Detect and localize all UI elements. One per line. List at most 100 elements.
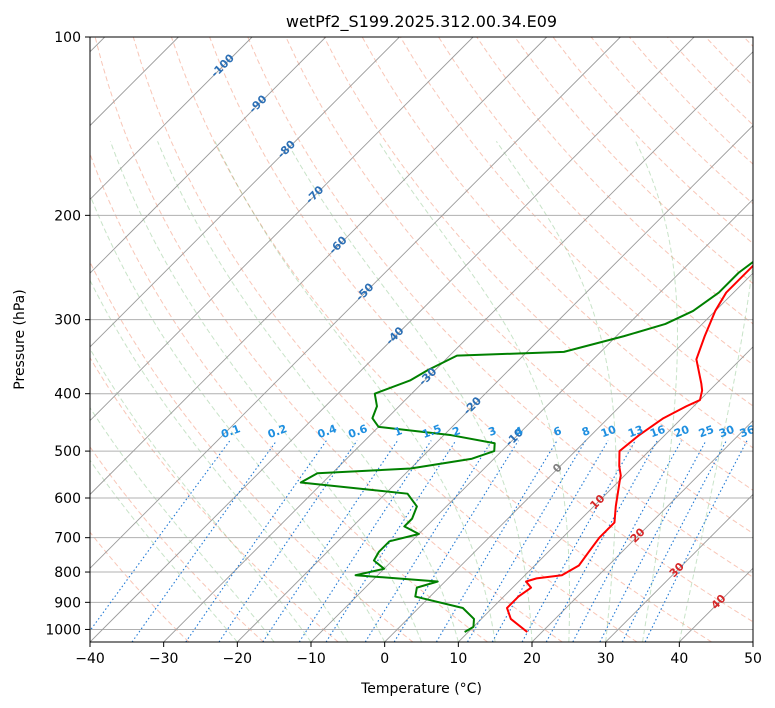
y-axis-title: Pressure (hPa) <box>12 289 28 389</box>
x-tick-label: 0 <box>380 651 389 667</box>
plot-frame <box>89 36 754 643</box>
y-tick-label: 900 <box>54 595 81 611</box>
y-tick-label: 100 <box>54 30 81 46</box>
moist-adiabat-line <box>377 141 571 642</box>
x-axis-ticks: −40 −30 −20 −10 0 10 20 30 40 50 <box>75 642 762 667</box>
isotherm-line <box>90 37 548 496</box>
grid-lines <box>90 37 753 630</box>
isotherm-line <box>163 51 753 642</box>
mixing-ratio-line <box>185 440 327 642</box>
mixing-ratio-lines <box>90 440 748 642</box>
mixing-ratio-line <box>572 440 682 642</box>
isotherm-line <box>90 37 474 422</box>
mixing-ratio-label: 0.1 <box>219 422 242 441</box>
y-tick-label: 200 <box>54 208 81 224</box>
isotherm-line <box>90 37 400 348</box>
mixing-ratio-label: 8 <box>580 424 592 439</box>
mixing-ratio-line <box>298 440 432 642</box>
mixing-ratio-line <box>325 440 457 642</box>
isotherm-label: 0 <box>550 461 565 476</box>
x-tick-label: 20 <box>523 651 541 667</box>
dry-adiabat-line <box>132 37 638 642</box>
dry-adiabat-line <box>323 37 753 491</box>
mixing-ratio-labels: 0.1 0.2 0.4 0.6 1 1.5 2 3 4 6 8 10 13 16 20 25 30 36 <box>219 422 757 441</box>
isotherm-label: -60 <box>326 233 349 256</box>
isotherm-label: -100 <box>208 51 237 80</box>
isotherm-line <box>458 346 753 642</box>
mixing-ratio-label: 30 <box>717 423 736 441</box>
isotherm-label: -70 <box>303 183 326 206</box>
mixing-ratio-line <box>90 440 231 632</box>
mixing-ratio-line <box>131 440 278 642</box>
x-tick-label: 30 <box>597 651 615 667</box>
mixing-ratio-label: 0.2 <box>266 422 289 441</box>
isotherm-label: -50 <box>353 280 376 303</box>
x-tick-label: 50 <box>744 651 762 667</box>
moist-adiabat-line <box>214 141 496 642</box>
isotherm-line <box>237 124 753 642</box>
isotherm-label: -30 <box>416 365 439 388</box>
mixing-ratio-label: 16 <box>648 423 667 441</box>
dry-adiabat-line <box>94 37 563 642</box>
isotherm-line <box>384 272 753 642</box>
x-tick-label: −10 <box>296 651 326 667</box>
chart-title: wetPf2_S199.2025.312.00.34.E09 <box>286 12 557 32</box>
mixing-ratio-label: 20 <box>672 423 691 441</box>
mixing-ratio-line <box>467 440 586 642</box>
y-tick-label: 500 <box>54 444 81 460</box>
mixing-ratio-label: 25 <box>697 423 716 440</box>
moist-adiabat-line <box>90 193 386 642</box>
isotherm-label: -90 <box>246 92 269 115</box>
x-tick-label: 40 <box>670 651 688 667</box>
mixing-ratio-label: 36 <box>738 423 757 441</box>
dry-adiabat-line <box>667 37 753 126</box>
mixing-ratio-line <box>545 440 658 642</box>
mixing-ratio-line <box>435 440 558 642</box>
mixing-ratio-label: 13 <box>626 423 645 440</box>
isotherm-label: 20 <box>628 525 648 545</box>
isotherm-label: -80 <box>275 138 298 161</box>
dry-adiabat-line <box>209 37 753 623</box>
mixing-ratio-line <box>521 440 636 642</box>
dry-adiabat-line <box>705 37 753 87</box>
x-axis-title: Temperature (°C) <box>360 681 482 697</box>
skewed-isotherms <box>90 37 753 642</box>
mixing-ratio-label: 10 <box>599 423 618 441</box>
y-tick-label: 300 <box>54 313 81 329</box>
isotherm-line <box>605 493 753 642</box>
mixing-ratio-line <box>491 440 609 642</box>
y-tick-label: 700 <box>54 531 81 547</box>
x-tick-label: 10 <box>449 651 467 667</box>
moist-adiabat-line <box>286 141 533 642</box>
mixing-ratio-label: 1 <box>392 424 404 439</box>
x-tick-label: −30 <box>149 651 179 667</box>
dry-adiabat-line <box>170 37 712 642</box>
mixing-ratio-line <box>644 440 748 642</box>
y-tick-label: 1000 <box>45 622 81 638</box>
isotherm-line <box>90 37 695 642</box>
mixing-ratio-line <box>262 440 399 642</box>
mixing-ratio-label: 2 <box>451 424 463 439</box>
isotherm-label: -40 <box>383 324 406 347</box>
isotherm-line <box>90 37 621 569</box>
x-tick-label: −40 <box>75 651 105 667</box>
y-tick-label: 600 <box>54 491 81 507</box>
y-tick-label: 400 <box>54 387 81 403</box>
dry-adiabat-line <box>90 356 339 642</box>
isotherm-label: -20 <box>461 394 484 417</box>
y-axis-ticks: 1000 900 800 700 600 500 400 300 200 100 <box>45 30 90 638</box>
dry-adiabat-line <box>90 260 414 642</box>
dry-adiabat-line <box>90 446 264 642</box>
moist-adiabat-line <box>90 347 312 642</box>
dewpoint-line <box>299 260 753 633</box>
mixing-ratio-line <box>364 440 493 642</box>
mixing-ratio-label: 1.5 <box>420 422 443 441</box>
dry-adiabat-line <box>438 37 753 366</box>
mixing-ratio-label: 0.4 <box>316 422 339 441</box>
dry-adiabat-line <box>590 37 753 205</box>
dry-adiabat-line <box>399 37 753 407</box>
x-tick-label: −20 <box>223 651 253 667</box>
dry-adiabat-line <box>90 152 488 642</box>
